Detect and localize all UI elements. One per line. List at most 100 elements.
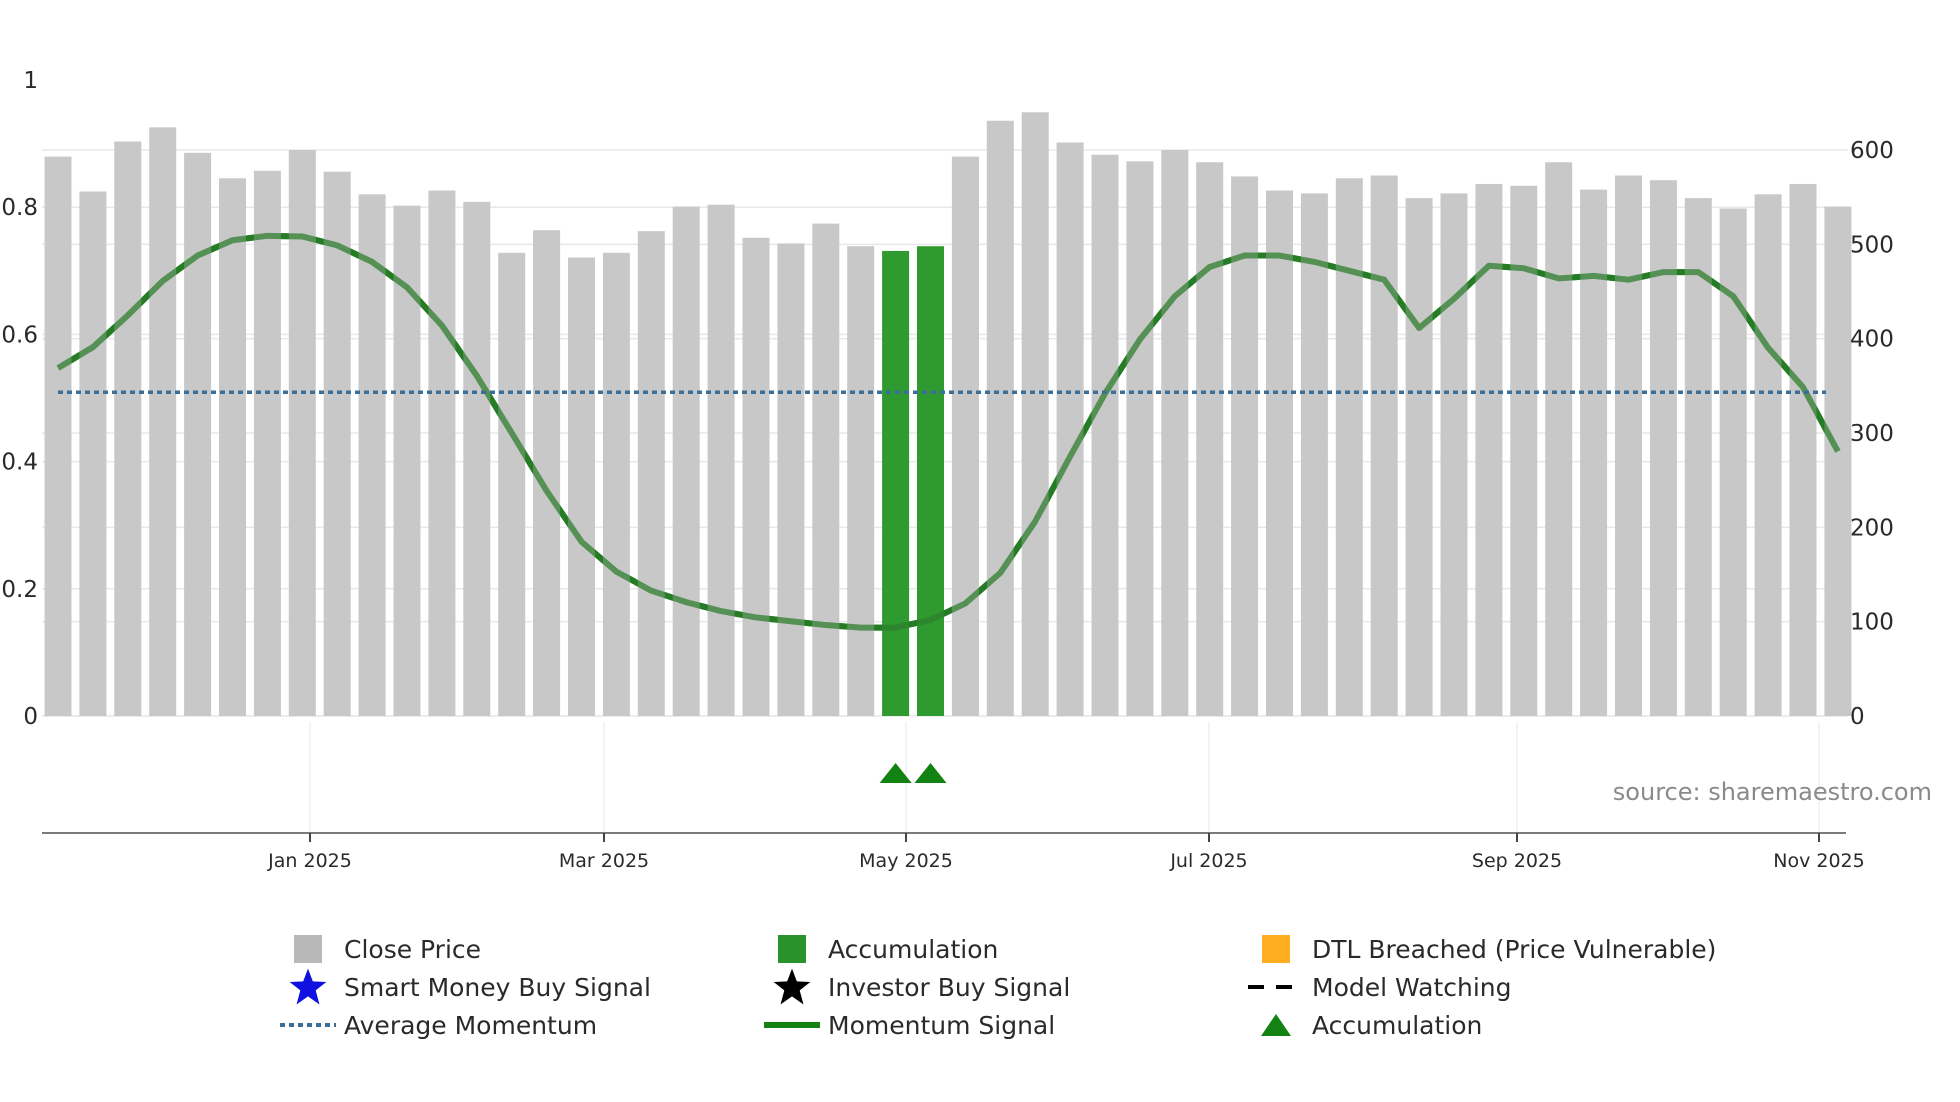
close-price-bar — [1545, 162, 1573, 717]
close-price-bar — [1231, 176, 1259, 716]
close-price-bar — [463, 201, 491, 717]
left-y-tick-label: 1 — [23, 68, 38, 94]
right-y-tick-label: 500 — [1850, 232, 1894, 258]
legend-label: Momentum Signal — [828, 1010, 1056, 1040]
close-price-bar — [1684, 198, 1712, 717]
close-price-bar — [1056, 142, 1084, 716]
close-price-bar — [149, 127, 177, 717]
right-y-tick-label: 100 — [1850, 610, 1894, 636]
legend-label: Smart Money Buy Signal — [344, 972, 651, 1002]
accumulation-triangle-icon — [914, 763, 947, 783]
x-tick-label: Nov 2025 — [1773, 850, 1864, 872]
close-price-bars — [44, 112, 1852, 717]
close-price-bar — [1754, 194, 1782, 716]
legend-label: DTL Breached (Price Vulnerable) — [1312, 934, 1717, 964]
legend-item-accumulation-bar: Accumulation — [764, 930, 998, 968]
close-price-bar — [1335, 178, 1363, 717]
close-price-bar — [568, 257, 595, 716]
close-price-bar — [184, 152, 212, 716]
accumulation-triangle-icon — [879, 763, 912, 783]
close-price-bar — [1405, 198, 1433, 717]
dashed-line-icon — [1248, 985, 1304, 989]
close-price-bar — [1440, 193, 1468, 717]
source-label: source: sharemaestro.com — [1613, 778, 1932, 806]
accumulation-bar — [917, 246, 944, 716]
close-price-bar — [1091, 154, 1119, 716]
legend-item-investor-buy: Investor Buy Signal — [764, 968, 1070, 1006]
close-price-bar — [812, 223, 840, 716]
close-price-bar — [707, 204, 735, 717]
close-price-bar — [1126, 161, 1154, 716]
close-price-bar — [1649, 180, 1677, 717]
solid-line-icon — [764, 1022, 820, 1028]
legend-label: Model Watching — [1312, 972, 1512, 1002]
close-price-bar — [288, 150, 316, 716]
close-price-bar — [602, 252, 630, 716]
close-price-bar — [742, 237, 770, 717]
right-y-tick-label: 400 — [1850, 327, 1894, 353]
close-price-bar — [951, 156, 979, 716]
legend-item-momentum-signal: Momentum Signal — [764, 1006, 1055, 1044]
right-y-tick-label: 0 — [1850, 704, 1865, 730]
close-price-bar — [672, 206, 700, 716]
close-price-bar — [114, 141, 142, 716]
x-tick-label: Jan 2025 — [267, 850, 352, 872]
legend-item-smart-money: Smart Money Buy Signal — [280, 968, 651, 1006]
axes: Jan 2025 Mar 2025 May 2025 Jul 2025 Sep 2025… — [1, 68, 1893, 872]
close-price-bar — [637, 231, 665, 717]
legend-item-average-momentum: Average Momentum — [280, 1006, 597, 1044]
legend-item-close-price: Close Price — [280, 930, 481, 968]
close-price-bar — [1300, 193, 1328, 717]
dtl-breached-swatch-icon — [1262, 935, 1290, 963]
left-y-tick-label: 0.8 — [1, 195, 38, 221]
close-price-bar — [79, 191, 107, 717]
x-tick-label: Jul 2025 — [1169, 850, 1247, 872]
close-price-bar — [253, 170, 281, 717]
right-y-tick-label: 200 — [1850, 515, 1894, 541]
close-price-swatch-icon — [294, 935, 322, 963]
close-price-bar — [1196, 162, 1224, 717]
legend: Close Price Accumulation DTL Breached (P… — [280, 930, 1740, 1050]
close-price-bar — [1824, 206, 1852, 716]
close-price-bar — [1615, 175, 1642, 717]
blue-star-icon — [289, 968, 327, 1005]
close-price-bar — [777, 243, 805, 716]
close-price-bar — [1510, 185, 1538, 716]
accumulation-markers — [879, 763, 947, 783]
close-price-bar — [358, 194, 386, 716]
close-price-bar — [323, 171, 351, 717]
black-star-icon — [773, 968, 811, 1005]
left-y-tick-label: 0.4 — [1, 450, 38, 476]
right-y-tick-label: 300 — [1850, 421, 1894, 447]
left-y-tick-label: 0.6 — [1, 322, 38, 348]
legend-label: Average Momentum — [344, 1010, 598, 1040]
close-price-bar — [44, 156, 72, 716]
close-price-bar — [847, 246, 875, 716]
close-price-bar — [1266, 190, 1293, 716]
x-tick-label: Mar 2025 — [559, 850, 649, 872]
left-y-tick-label: 0.2 — [1, 577, 38, 603]
close-price-bar — [1161, 150, 1189, 716]
legend-item-dtl-breached: DTL Breached (Price Vulnerable) — [1248, 930, 1716, 968]
accumulation-bar — [882, 250, 910, 717]
close-price-bar — [1370, 175, 1398, 717]
x-tick-label: Sep 2025 — [1472, 850, 1562, 872]
close-price-bar — [986, 120, 1014, 717]
momentum-signal-line-overlay — [56, 232, 1841, 631]
legend-label: Investor Buy Signal — [828, 972, 1071, 1002]
close-price-bar — [219, 178, 246, 717]
close-price-bar — [1580, 189, 1608, 716]
left-y-tick-label: 0 — [23, 704, 38, 730]
close-price-bar — [498, 252, 526, 716]
legend-label: Accumulation — [1312, 1010, 1483, 1040]
legend-item-model-watching: Model Watching — [1248, 968, 1512, 1006]
legend-label: Close Price — [344, 934, 482, 964]
close-price-bar — [1789, 183, 1817, 716]
close-price-bar — [1021, 112, 1049, 717]
accumulation-swatch-icon — [778, 935, 806, 963]
triangle-icon — [1261, 1014, 1291, 1036]
right-y-tick-label: 600 — [1850, 138, 1894, 164]
legend-item-accumulation-marker: Accumulation — [1248, 1006, 1482, 1044]
dotted-line-icon — [280, 1023, 336, 1027]
